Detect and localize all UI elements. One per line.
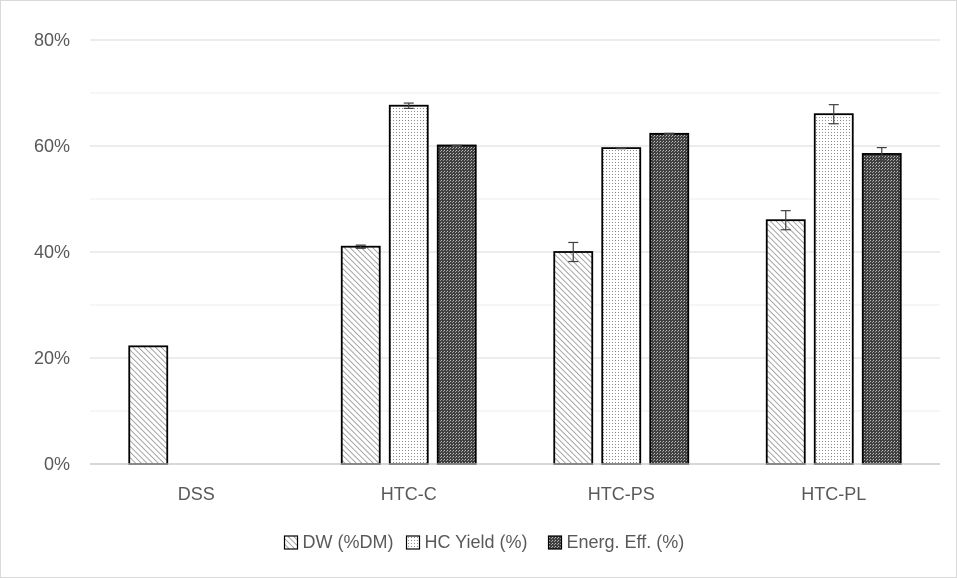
bar — [553, 251, 594, 465]
legend-item: Energ. Eff. (%) — [547, 532, 685, 552]
legend-label: HC Yield (%) — [425, 532, 528, 552]
y-tick-label: 60% — [34, 136, 70, 156]
bar — [765, 219, 806, 465]
category-label: HTC-PL — [801, 484, 866, 504]
legend-label: Energ. Eff. (%) — [567, 532, 685, 552]
legend-label: DW (%DM) — [303, 532, 394, 552]
y-tick-label: 80% — [34, 30, 70, 50]
bar — [388, 104, 429, 465]
y-axis-ticks: 0% 20% 40% 60% 80% — [34, 30, 70, 474]
legend-item: DW (%DM) — [283, 532, 394, 552]
bar — [861, 153, 902, 465]
legend-item: HC Yield (%) — [405, 532, 528, 552]
bar — [340, 245, 381, 465]
legend: DW (%DM) HC Yield (%) Energ. Eff. (%) — [283, 532, 685, 552]
bar — [128, 345, 169, 465]
legend-swatch — [283, 535, 299, 550]
bar — [813, 113, 854, 465]
bar — [649, 132, 690, 465]
gridlines — [90, 39, 940, 412]
category-label: HTC-C — [381, 484, 437, 504]
y-tick-label: 0% — [44, 454, 70, 474]
bars — [128, 104, 902, 465]
legend-swatch — [405, 535, 421, 550]
legend-swatch — [547, 535, 563, 550]
y-tick-label: 40% — [34, 242, 70, 262]
y-tick-label: 20% — [34, 348, 70, 368]
bar — [436, 144, 477, 465]
category-label: DSS — [178, 484, 215, 504]
bar — [601, 147, 642, 465]
category-label: HTC-PS — [588, 484, 655, 504]
x-axis-categories: DSS HTC-C HTC-PS HTC-PL — [178, 484, 867, 504]
error-bars — [355, 102, 887, 263]
